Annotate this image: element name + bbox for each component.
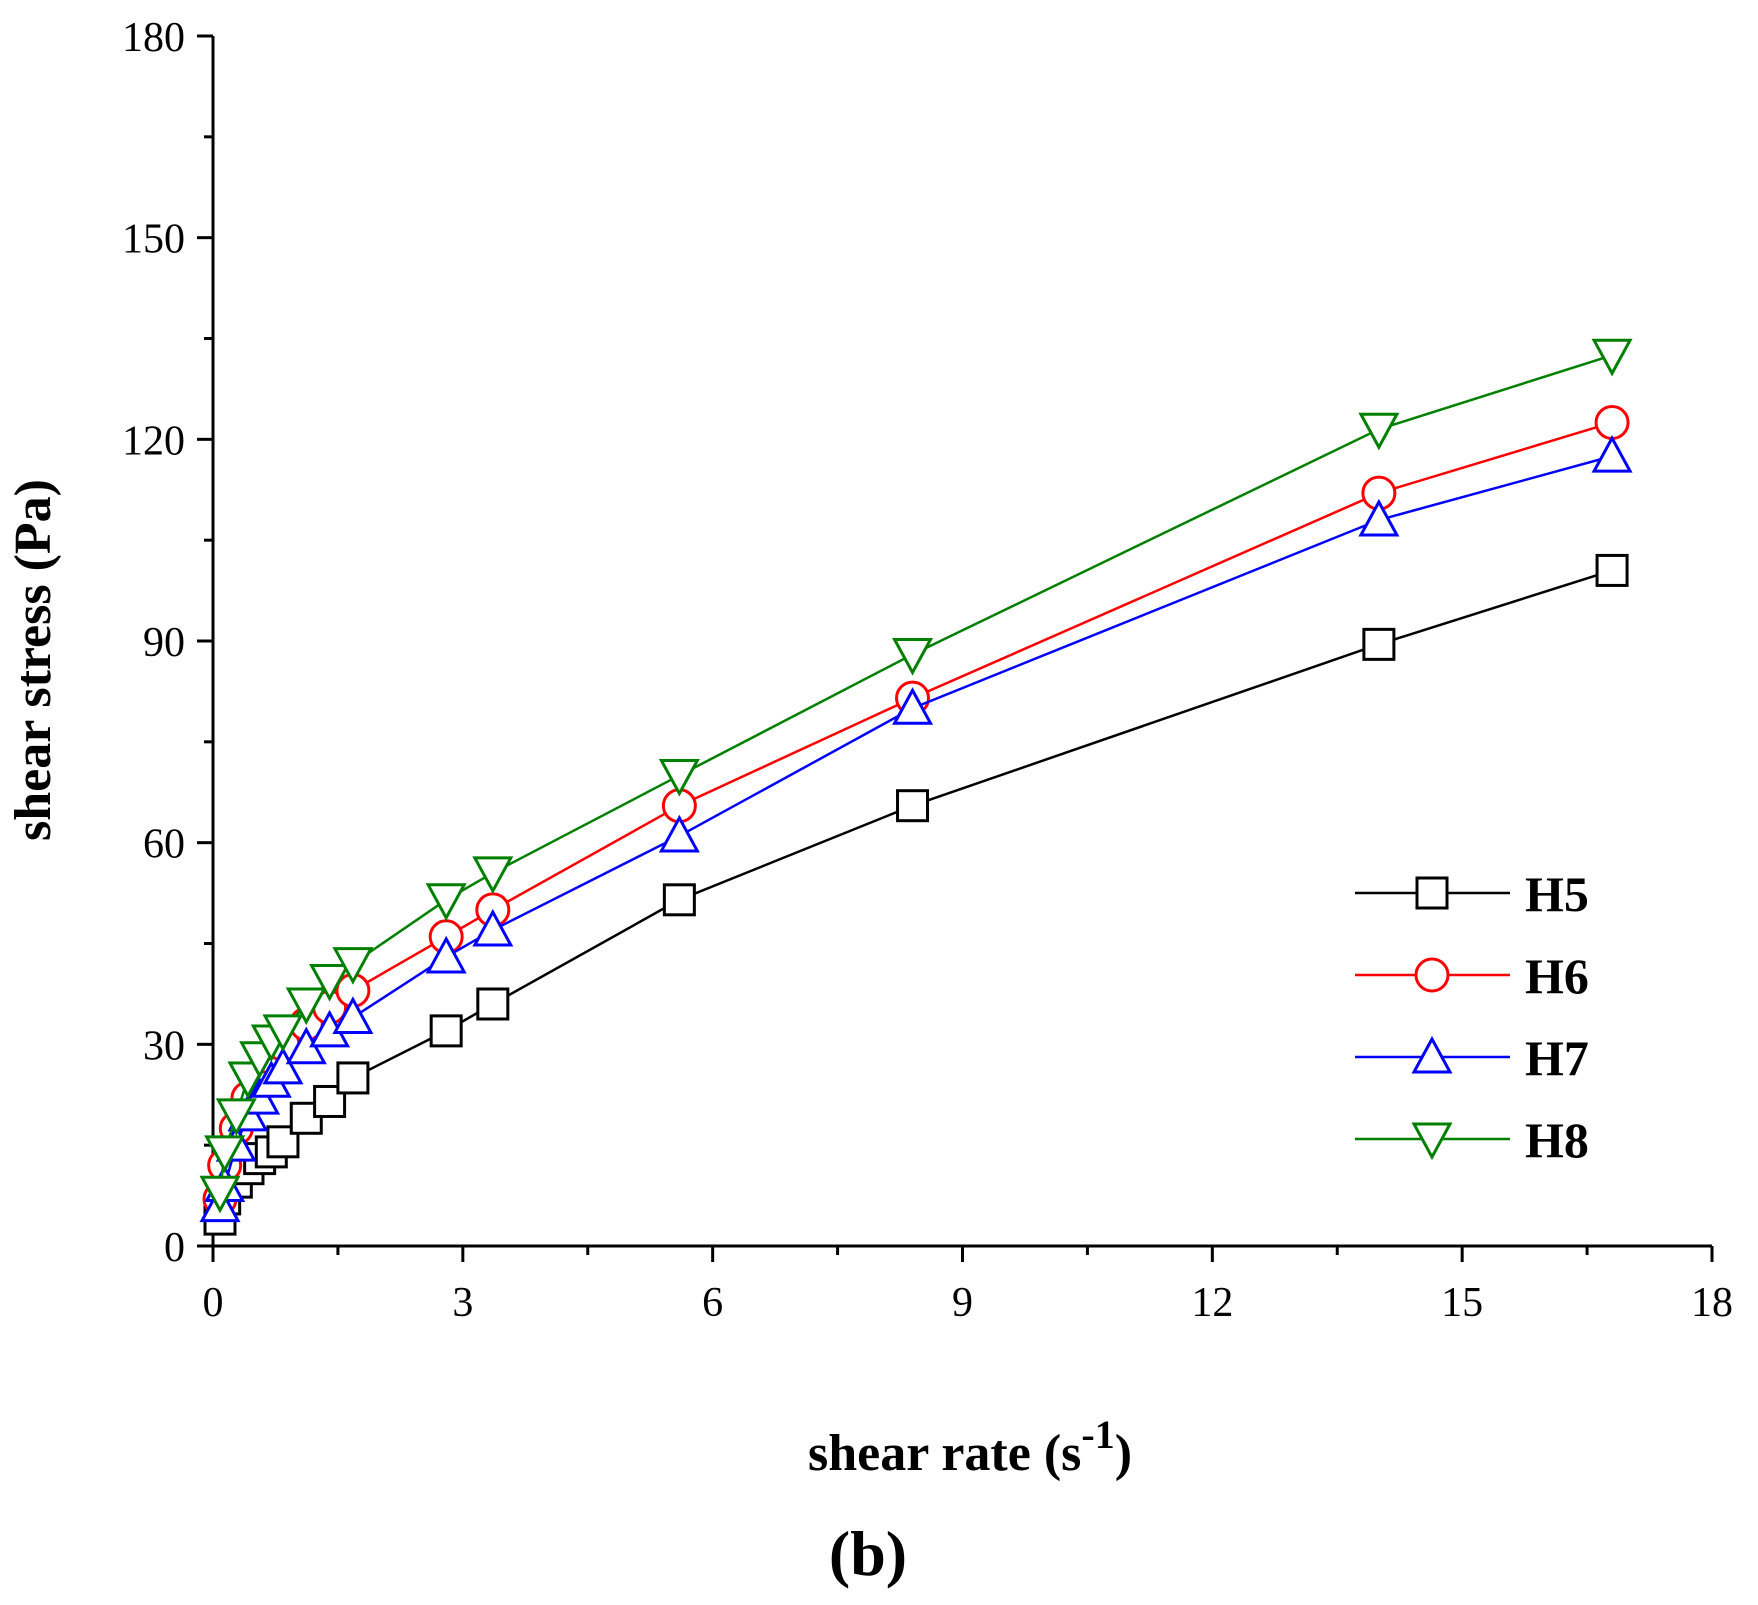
y-tick-label: 180 <box>122 15 185 61</box>
series-line-h8 <box>218 354 1613 1193</box>
data-point-h5 <box>896 789 930 823</box>
panel-label: (b) <box>829 1518 907 1589</box>
x-axis-label-superscript: -1 <box>1081 1412 1114 1457</box>
series-h8 <box>199 338 1633 1214</box>
data-point-h8 <box>472 856 514 895</box>
legend-label: H7 <box>1525 1030 1589 1086</box>
data-point-h5 <box>662 883 696 917</box>
series-h7 <box>199 435 1633 1223</box>
x-tick-label: 3 <box>452 1280 473 1326</box>
legend-item-h8: H8 <box>1355 1112 1589 1168</box>
data-point-h8 <box>262 1014 304 1053</box>
x-axis-label: shear rate (s-1) <box>808 1412 1132 1482</box>
data-point-h8 <box>892 637 934 676</box>
data-point-h6 <box>1594 405 1630 441</box>
data-point-h8 <box>215 1098 257 1137</box>
data-point-h7 <box>1358 498 1400 537</box>
data-point-h8 <box>1358 412 1400 451</box>
legend-label: H8 <box>1525 1112 1589 1168</box>
x-axis-label-close: ) <box>1115 1425 1132 1482</box>
data-point-h7 <box>425 935 467 974</box>
y-tick-label: 150 <box>122 217 185 263</box>
x-tick-label: 15 <box>1441 1280 1483 1326</box>
data-point-h5 <box>429 1014 463 1048</box>
data-point-h5 <box>313 1084 347 1118</box>
legend: H5 H6 H7 H8 <box>1355 866 1589 1168</box>
data-point-h8 <box>309 963 351 1002</box>
data-point-h8 <box>204 1135 246 1174</box>
data-point-h5 <box>1362 627 1396 661</box>
legend-item-h7: H7 <box>1355 1030 1589 1086</box>
data-point-h5 <box>1595 553 1629 587</box>
legend-marker <box>1411 1122 1453 1161</box>
data-point-h8 <box>199 1175 241 1214</box>
data-point-h7 <box>1591 435 1633 473</box>
axes <box>211 36 1712 1248</box>
y-tick-label: 120 <box>122 418 185 464</box>
data-point-h8 <box>658 758 700 797</box>
data-point-h5 <box>476 987 510 1021</box>
data-point-h8 <box>332 947 374 985</box>
x-tick-label: 12 <box>1191 1280 1233 1326</box>
legend-marker <box>1415 876 1449 910</box>
x-tick-label: 9 <box>952 1280 973 1326</box>
data-point-h7 <box>332 996 374 1034</box>
data-point-h7 <box>892 687 934 725</box>
data-point-h8 <box>285 987 327 1026</box>
legend-label: H5 <box>1525 866 1589 922</box>
data-point-h5 <box>336 1061 370 1095</box>
legend-marker <box>1411 1035 1453 1074</box>
y-axis-label: shear stress (Pa) <box>5 479 62 841</box>
data-point-h7 <box>658 814 700 853</box>
x-tick-label: 18 <box>1691 1280 1733 1326</box>
data-point-h8 <box>1591 338 1633 377</box>
x-tick-label: 6 <box>702 1280 723 1326</box>
legend-marker <box>1414 957 1450 993</box>
y-tick-label: 90 <box>143 620 185 666</box>
y-tick-label: 30 <box>143 1023 185 1069</box>
legend-item-h5: H5 <box>1355 866 1589 922</box>
x-tick-label: 0 <box>203 1280 224 1326</box>
data-point-h7 <box>472 908 514 947</box>
y-tick-label: 60 <box>143 822 185 868</box>
data-point-h7 <box>262 1046 304 1085</box>
legend-item-h6: H6 <box>1355 948 1589 1004</box>
data-point-h8 <box>425 883 467 921</box>
y-tick-label: 0 <box>164 1225 185 1271</box>
x-axis-label-text: shear rate (s <box>808 1425 1081 1482</box>
series-group <box>199 338 1633 1236</box>
legend-label: H6 <box>1525 948 1589 1004</box>
series-line-h7 <box>218 454 1613 1206</box>
